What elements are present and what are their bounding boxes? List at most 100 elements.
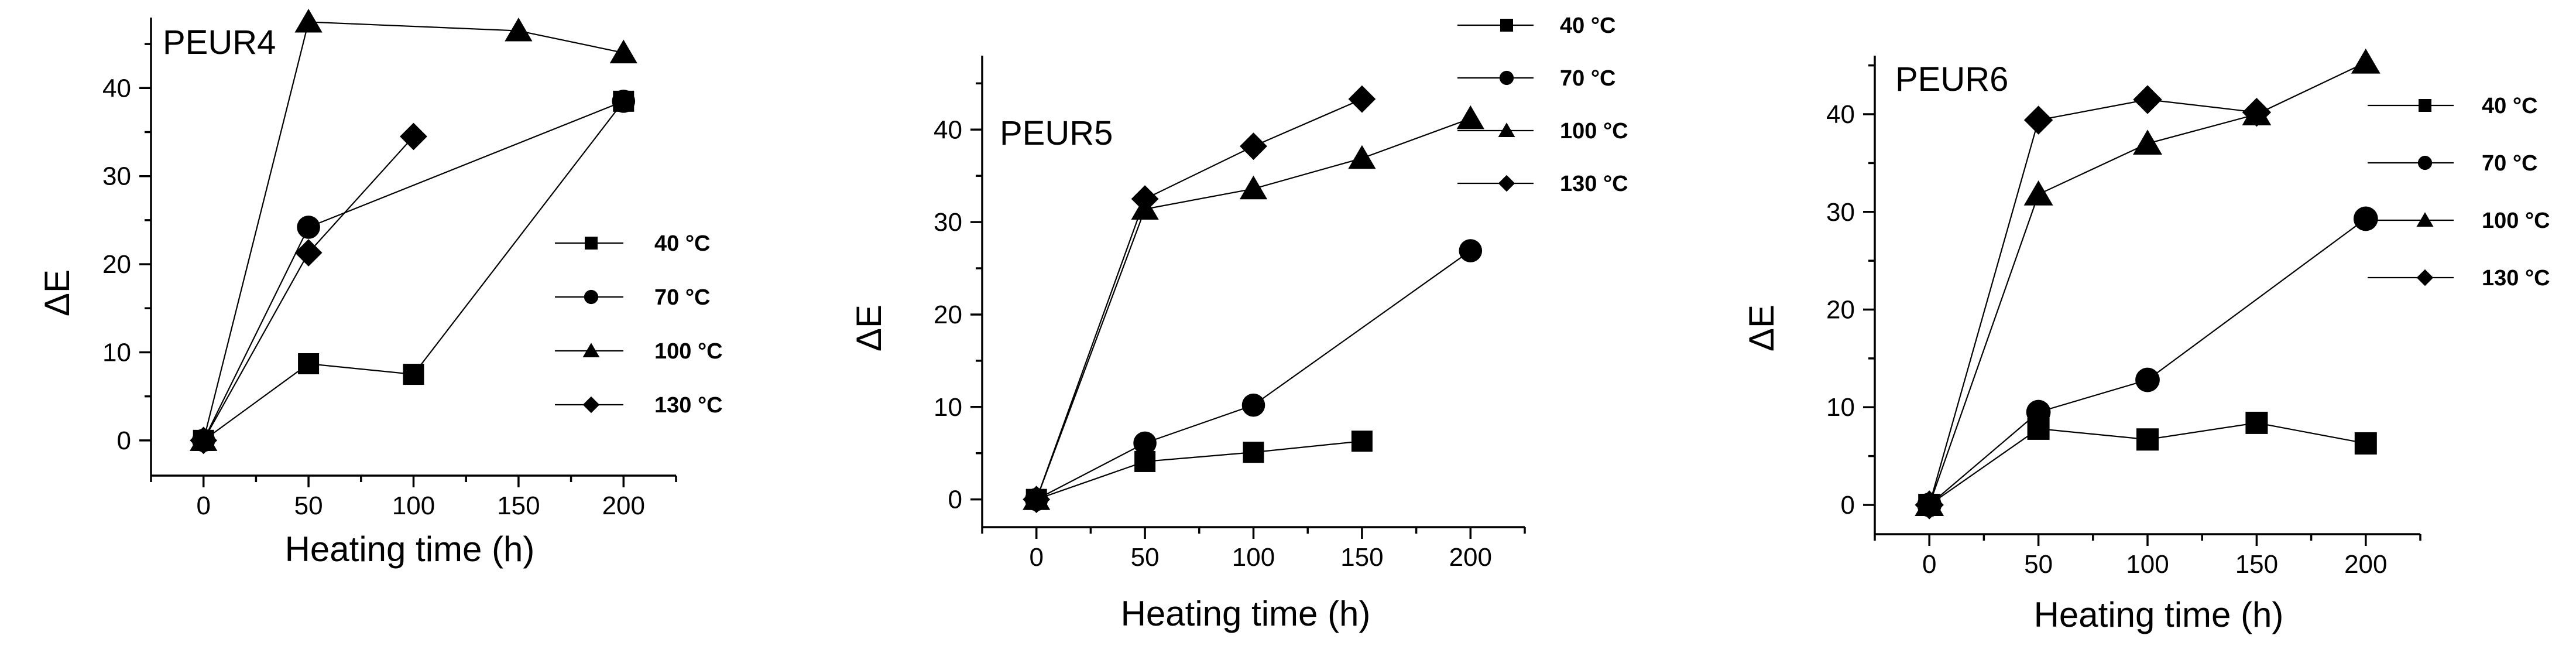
data-point-70-c xyxy=(612,90,636,113)
y-tick-label: 30 xyxy=(102,162,131,191)
data-point-130-c xyxy=(1023,486,1051,514)
data-point-130-c xyxy=(1131,185,1159,213)
legend-label-70-c: 70 °C xyxy=(654,285,710,310)
panel-title: PEUR6 xyxy=(1895,60,2008,98)
chart-panel-peur4: 0 50 100 150 200 0 10 20 30 40 Heating time (h) ΔE P… xyxy=(37,9,723,569)
legend-label-130-c: 130 °C xyxy=(1560,172,1628,196)
y-tick-label: 0 xyxy=(117,426,131,455)
y-axis-label: ΔE xyxy=(1742,305,1781,351)
data-point-70-c xyxy=(2135,367,2160,392)
series-line-40-c xyxy=(203,101,625,441)
series-line-70-c xyxy=(1036,250,1471,500)
legend: 40 °C 70 °C 100 °C 130 °C xyxy=(1457,13,1628,196)
data-point-40-c xyxy=(298,353,320,375)
data-point-40-c xyxy=(2136,428,2159,451)
legend-label-100-c: 100 °C xyxy=(2482,209,2550,233)
x-tick-label: 0 xyxy=(1922,550,1936,579)
data-point-130-c xyxy=(400,122,427,151)
data-point-40-c xyxy=(1351,431,1373,452)
series-line-130-c xyxy=(1929,98,2257,505)
legend-marker-40-c xyxy=(1500,19,1513,32)
data-point-100-c xyxy=(2351,48,2381,74)
data-point-130-c xyxy=(1348,85,1376,113)
x-tick-label: 0 xyxy=(196,491,210,520)
x-axis-label: Heating time (h) xyxy=(285,530,535,569)
series-line-130-c xyxy=(203,136,414,441)
legend: 40 °C 70 °C 100 °C 130 °C xyxy=(2368,94,2550,291)
y-tick-label: 40 xyxy=(102,74,131,103)
data-point-40-c xyxy=(403,364,424,385)
data-point-70-c xyxy=(1241,393,1265,417)
legend-label-40-c: 40 °C xyxy=(654,231,710,256)
data-point-130-c xyxy=(1240,132,1267,160)
legend-label-70-c: 70 °C xyxy=(1560,66,1615,91)
data-point-100-c xyxy=(1456,105,1484,129)
y-tick-label: 10 xyxy=(102,338,131,367)
data-point-70-c xyxy=(2026,399,2051,425)
x-tick-label: 150 xyxy=(1340,543,1383,572)
legend-label-100-c: 100 °C xyxy=(654,339,723,364)
x-tick-label: 50 xyxy=(294,491,323,520)
legend-label-70-c: 70 °C xyxy=(2482,151,2537,176)
legend: 40 °C 70 °C 100 °C 130 °C xyxy=(555,231,723,418)
x-tick-label: 200 xyxy=(1449,543,1492,572)
data-point-130-c xyxy=(190,426,218,455)
legend-marker-40-c xyxy=(585,237,598,250)
x-tick-label: 100 xyxy=(2126,550,2169,579)
chart-panel-peur6: 0 50 100 150 200 0 10 20 30 40 Heating time (h) ΔE P… xyxy=(1742,48,2550,634)
series-line-130-c xyxy=(1035,98,1363,500)
legend-marker-40-c xyxy=(2419,99,2431,112)
data-point-70-c xyxy=(1459,239,1483,262)
legend-label-100-c: 100 °C xyxy=(1560,119,1628,144)
data-point-100-c xyxy=(1348,145,1376,169)
x-tick-label: 150 xyxy=(497,491,540,520)
data-point-40-c xyxy=(1243,442,1264,463)
x-axis-label: Heating time (h) xyxy=(2034,595,2284,634)
series-line-40-c xyxy=(1036,440,1363,500)
x-tick-label: 100 xyxy=(1232,543,1275,572)
data-point-100-c xyxy=(1239,175,1268,200)
data-point-100-c xyxy=(609,39,637,64)
y-tick-label: 30 xyxy=(934,208,962,237)
series-line-70-c xyxy=(203,100,624,441)
x-axis-label: Heating time (h) xyxy=(1121,594,1371,633)
y-tick-label: 40 xyxy=(934,115,962,144)
data-point-100-c xyxy=(294,9,323,33)
x-tick-label: 50 xyxy=(1131,543,1160,572)
y-tick-label: 30 xyxy=(1826,198,1855,227)
legend-marker-130-c xyxy=(582,396,600,414)
legend-label-130-c: 130 °C xyxy=(654,393,723,418)
legend-marker-70-c xyxy=(2417,155,2433,170)
data-point-70-c xyxy=(2353,206,2378,231)
y-tick-label: 10 xyxy=(1826,393,1855,422)
data-point-100-c xyxy=(505,18,533,42)
x-tick-label: 0 xyxy=(1029,543,1043,572)
series-line-100-c xyxy=(203,21,624,441)
y-axis-label: ΔE xyxy=(37,269,77,316)
y-tick-label: 10 xyxy=(934,393,962,422)
x-tick-label: 200 xyxy=(2344,550,2387,579)
y-tick-label: 20 xyxy=(102,250,131,279)
legend-marker-100-c xyxy=(1498,122,1515,137)
data-point-130-c xyxy=(1915,490,1944,520)
y-axis-label: ΔE xyxy=(849,305,889,351)
legend-marker-130-c xyxy=(1498,175,1515,192)
y-tick-label: 0 xyxy=(1841,491,1855,520)
x-tick-label: 150 xyxy=(2235,550,2278,579)
panel-title: PEUR4 xyxy=(163,23,276,62)
legend-label-40-c: 40 °C xyxy=(2482,94,2537,118)
data-point-100-c xyxy=(2133,129,2162,155)
data-point-130-c xyxy=(294,239,323,267)
legend-marker-100-c xyxy=(2416,212,2434,227)
data-point-40-c xyxy=(2245,411,2268,434)
data-point-40-c xyxy=(2354,432,2377,455)
y-tick-label: 20 xyxy=(1826,296,1855,324)
legend-marker-130-c xyxy=(2416,269,2434,286)
y-tick-label: 0 xyxy=(948,486,962,514)
data-point-130-c xyxy=(2023,105,2053,135)
x-tick-label: 100 xyxy=(392,491,435,520)
legend-label-130-c: 130 °C xyxy=(2482,266,2550,291)
x-tick-label: 50 xyxy=(2024,550,2053,579)
chart-panel-peur5: 0 50 100 150 200 0 10 20 30 40 Heating time (h) ΔE P… xyxy=(849,13,1628,633)
